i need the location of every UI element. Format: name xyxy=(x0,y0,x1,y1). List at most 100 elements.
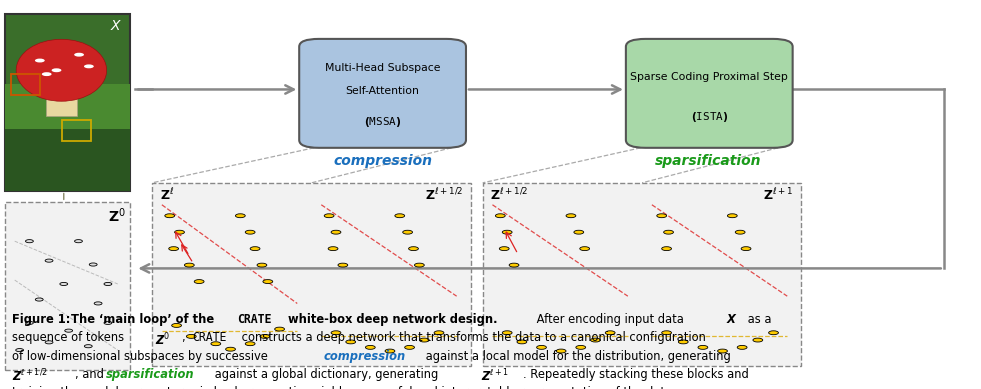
Circle shape xyxy=(250,247,260,251)
Text: $X$: $X$ xyxy=(110,19,123,33)
Text: $\mathbf{Z}^{\ell+1/2}$: $\mathbf{Z}^{\ell+1/2}$ xyxy=(425,187,463,203)
Circle shape xyxy=(45,259,53,262)
Text: $\boldsymbol{Z}^0$: $\boldsymbol{Z}^0$ xyxy=(155,331,171,348)
Circle shape xyxy=(662,247,672,251)
Circle shape xyxy=(275,327,284,331)
Circle shape xyxy=(366,345,375,349)
Circle shape xyxy=(165,214,175,218)
Circle shape xyxy=(727,214,738,218)
Text: CRATE: CRATE xyxy=(192,331,227,344)
Circle shape xyxy=(415,263,424,267)
Circle shape xyxy=(329,247,337,251)
Circle shape xyxy=(403,230,412,234)
Circle shape xyxy=(84,345,92,348)
Text: The ‘main loop’ of the: The ‘main loop’ of the xyxy=(71,313,218,326)
Text: $\mathbf{Z}^\ell$: $\mathbf{Z}^\ell$ xyxy=(160,187,175,203)
Circle shape xyxy=(257,263,267,267)
Circle shape xyxy=(75,240,82,243)
Circle shape xyxy=(769,331,779,335)
Circle shape xyxy=(186,335,196,338)
Text: as a: as a xyxy=(744,313,771,326)
Circle shape xyxy=(45,341,53,344)
Circle shape xyxy=(169,247,179,251)
Circle shape xyxy=(679,340,689,344)
Circle shape xyxy=(338,263,348,267)
Text: $\mathbf{Z}^{\ell+1/2}$: $\mathbf{Z}^{\ell+1/2}$ xyxy=(490,187,529,203)
Text: Figure 1:: Figure 1: xyxy=(12,313,75,326)
Circle shape xyxy=(657,214,667,218)
Circle shape xyxy=(420,338,430,342)
Text: compression: compression xyxy=(324,350,406,363)
Text: white-box deep network design.: white-box deep network design. xyxy=(284,313,497,326)
Circle shape xyxy=(75,53,84,57)
FancyBboxPatch shape xyxy=(5,202,130,370)
FancyBboxPatch shape xyxy=(5,84,130,129)
Text: $\boldsymbol{Z}^{\ell+1}$: $\boldsymbol{Z}^{\ell+1}$ xyxy=(481,368,509,385)
Text: $\mathbf{Z}^{\ell+1}$: $\mathbf{Z}^{\ell+1}$ xyxy=(763,187,794,203)
Text: $\mathbf{Z}^0$: $\mathbf{Z}^0$ xyxy=(108,206,126,225)
Circle shape xyxy=(405,345,414,349)
Circle shape xyxy=(664,230,674,234)
Text: ($\mathtt{ISTA}$): ($\mathtt{ISTA}$) xyxy=(691,110,728,124)
Circle shape xyxy=(409,247,418,251)
Circle shape xyxy=(42,72,52,76)
Circle shape xyxy=(35,298,43,301)
FancyBboxPatch shape xyxy=(626,39,793,148)
FancyBboxPatch shape xyxy=(483,183,801,366)
Text: constructs a deep network that transforms the data to a canonical configuration: constructs a deep network that transform… xyxy=(238,331,706,344)
Circle shape xyxy=(742,247,751,251)
Circle shape xyxy=(738,345,748,349)
Circle shape xyxy=(662,331,672,335)
Text: sparsification: sparsification xyxy=(106,368,194,381)
Text: Multi-Head Subspace: Multi-Head Subspace xyxy=(325,63,440,73)
Text: training the model parameters via backpropagation yields a powerful and interpre: training the model parameters via backpr… xyxy=(12,386,676,389)
Circle shape xyxy=(718,349,727,353)
Text: CRATE: CRATE xyxy=(237,313,272,326)
Circle shape xyxy=(736,230,746,234)
Circle shape xyxy=(502,331,512,335)
Circle shape xyxy=(332,230,341,234)
Circle shape xyxy=(435,331,443,335)
Text: sequence of tokens: sequence of tokens xyxy=(12,331,128,344)
Circle shape xyxy=(89,263,97,266)
Circle shape xyxy=(556,349,566,353)
Circle shape xyxy=(517,340,527,344)
Text: Self-Attention: Self-Attention xyxy=(345,86,420,96)
Circle shape xyxy=(35,59,45,63)
Circle shape xyxy=(605,331,615,335)
Circle shape xyxy=(26,321,33,324)
Text: $\boldsymbol{X}$: $\boldsymbol{X}$ xyxy=(726,313,738,326)
Circle shape xyxy=(325,214,334,218)
FancyBboxPatch shape xyxy=(5,129,130,191)
Text: After encoding input data: After encoding input data xyxy=(533,313,687,326)
FancyBboxPatch shape xyxy=(5,14,130,191)
Circle shape xyxy=(16,349,24,352)
Circle shape xyxy=(26,240,33,243)
Circle shape xyxy=(211,342,221,346)
Circle shape xyxy=(753,338,763,342)
Circle shape xyxy=(566,214,576,218)
FancyBboxPatch shape xyxy=(299,39,466,148)
Circle shape xyxy=(509,263,519,267)
Circle shape xyxy=(576,345,586,349)
FancyBboxPatch shape xyxy=(152,183,471,366)
Circle shape xyxy=(263,280,273,284)
Text: Sparse Coding Proximal Step: Sparse Coding Proximal Step xyxy=(631,72,788,82)
Text: ,: , xyxy=(182,331,189,344)
Circle shape xyxy=(104,282,112,286)
Circle shape xyxy=(235,214,245,218)
Text: sparsification: sparsification xyxy=(655,154,761,168)
Circle shape xyxy=(591,338,600,342)
Text: , and: , and xyxy=(75,368,107,381)
Circle shape xyxy=(84,65,94,68)
Circle shape xyxy=(172,324,181,328)
Circle shape xyxy=(495,214,505,218)
Circle shape xyxy=(245,230,255,234)
Circle shape xyxy=(184,263,194,267)
Circle shape xyxy=(65,329,73,332)
FancyBboxPatch shape xyxy=(46,68,77,116)
Circle shape xyxy=(260,335,270,338)
Circle shape xyxy=(332,331,341,335)
Circle shape xyxy=(175,230,184,234)
Text: compression: compression xyxy=(334,154,432,168)
